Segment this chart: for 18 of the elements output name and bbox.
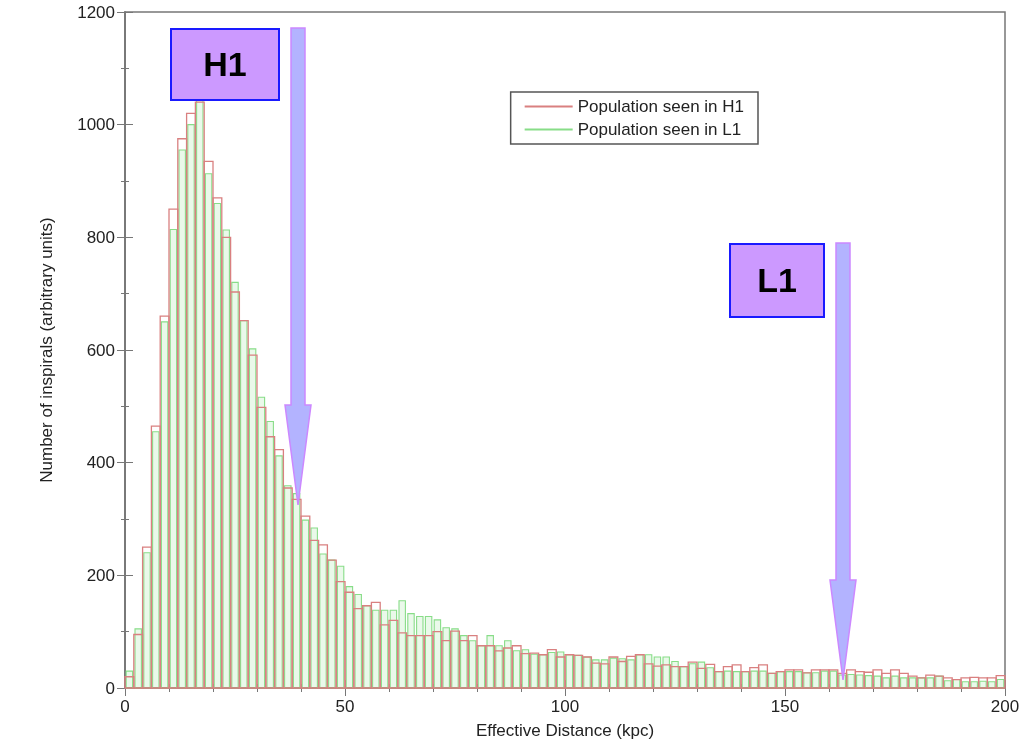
x-tick-label: 100 [550,697,580,716]
y-tick-label: 600 [86,340,115,360]
x-tick-label: 150 [770,697,800,716]
y-tick-label: 800 [86,227,115,247]
legend-label: Population seen in L1 [577,120,742,139]
annotation: H1 [170,28,280,101]
y-tick-label: 1000 [77,115,115,135]
x-tick-label: 200 [990,697,1020,716]
annotation: L1 [729,243,825,318]
y-tick-label: 0 [105,678,115,698]
x-tick-label: 0 [120,697,130,716]
x-axis-title: Effective Distance (kpc) [475,721,655,740]
y-tick-label: 1200 [77,2,115,22]
x-tick-label: 50 [335,697,355,716]
y-axis-title: Number of inspirals (arbitrary units) [37,217,56,483]
legend-label: Population seen in H1 [577,97,744,116]
y-tick-label: 200 [86,565,115,585]
y-tick-label: 400 [86,453,115,473]
